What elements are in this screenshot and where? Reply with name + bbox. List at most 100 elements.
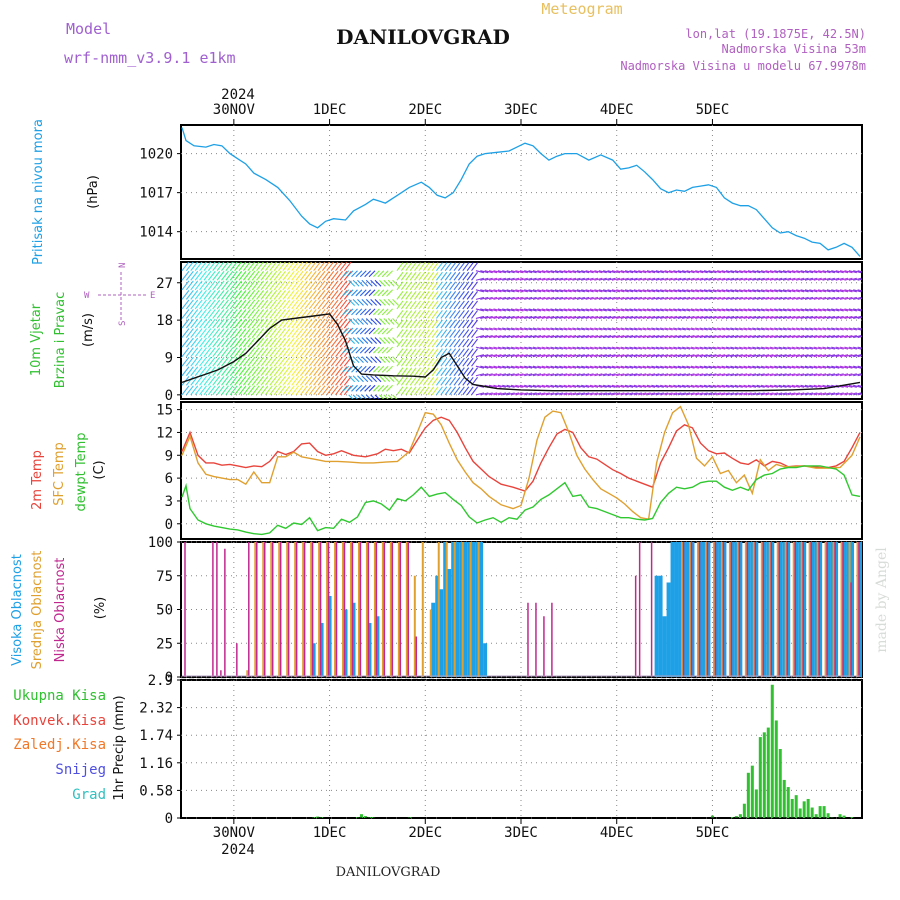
wind-barb [690,384,700,388]
wind-barb [677,335,686,339]
wind-barb [712,373,721,377]
wind-barb [381,289,389,297]
wind-barb [559,335,568,339]
wind-barb [774,346,783,350]
wind-barb [181,328,190,338]
wind-barb [760,277,770,281]
wind-barb [381,270,389,278]
wind-barb [528,354,537,358]
day-label-bottom: 1DEC [313,825,347,841]
wind-barb [787,373,796,377]
wind-barb [212,366,221,377]
wind-barb [541,392,550,396]
wind-barb [313,290,322,300]
wind-barb [335,280,343,291]
wind-barb [712,270,721,274]
wind-barb [703,327,713,331]
wind-barb [677,354,686,358]
wind-barb [475,315,485,319]
wind-barb [668,289,678,293]
wind-barb [427,319,435,329]
wind-barb [532,270,542,274]
wind-barb [471,262,478,272]
wind-barb [721,270,730,274]
wind-barb [760,315,770,319]
wind-barb [545,354,555,358]
wind-barb [576,327,585,331]
wind-barb [616,296,625,300]
wind-barb [581,308,590,312]
wind-barb [844,354,853,358]
wind-barb [462,329,470,338]
wind-barb [484,373,493,377]
wind-barb [782,365,792,369]
wind-barb [524,308,533,312]
wind-barb [646,384,656,388]
wind-barb [708,335,717,339]
wind-barb [278,290,286,300]
wind-barb [190,270,199,281]
wind-barb [633,308,643,312]
wind-barb [386,308,393,316]
wind-barb [444,310,452,319]
wind-barb [673,373,682,377]
wind-barb [809,335,818,339]
wind-barb [225,375,234,386]
wind-barb [660,373,669,377]
wind-barb [396,291,404,300]
wind-barb [813,346,822,350]
wind-barb [278,375,286,386]
wind-barb [317,309,326,319]
wind-barb [817,392,827,396]
wind-barb [273,385,282,396]
wind-barb [216,290,225,300]
wind-barb [611,354,621,358]
wind-barb [373,308,380,316]
wind-barb [269,318,278,329]
wind-barb [181,309,190,319]
wind-barb [787,308,796,312]
wind-barb [247,366,256,377]
wind-barb [359,365,367,373]
wind-barb [493,315,502,319]
wind-barb [651,327,660,331]
wind-barb [203,262,212,272]
wind-barb [414,291,421,300]
wind-barb [616,335,625,339]
wind-barb [264,337,273,348]
y-tick-label: 1.74 [139,728,173,744]
wind-barb [335,328,343,338]
wind-barb [203,356,212,367]
wind-barb [242,290,251,300]
wind-barb [629,354,638,358]
wind-barb [664,270,673,274]
wind-barb [295,385,304,396]
wind-barb [510,354,520,358]
wind-barb [769,384,779,388]
wind-barb [800,384,809,388]
precip-bar [316,816,320,818]
wind-barb [346,365,354,373]
wind-barb [515,296,524,300]
wind-barb [638,315,647,319]
wind-barb [743,346,752,350]
wind-barb [585,327,594,331]
wind-barb [342,365,350,373]
wind-barb [690,277,700,281]
wind-barb [335,262,343,272]
y-tick-label: 1.16 [139,756,173,772]
wind-barb [572,270,581,274]
wind-barb [466,338,474,348]
wind-barb [238,337,247,348]
precip-bar [762,732,766,818]
wind-barb [581,373,590,377]
wind-barb [497,365,507,369]
wind-barb [181,356,190,367]
wind-barb [778,296,787,300]
wind-barb [782,296,792,300]
wind-barb [387,394,394,399]
wind-barb [471,386,478,396]
wind-barb [524,384,533,388]
wind-barb [646,289,656,293]
wind-barb [414,338,421,348]
